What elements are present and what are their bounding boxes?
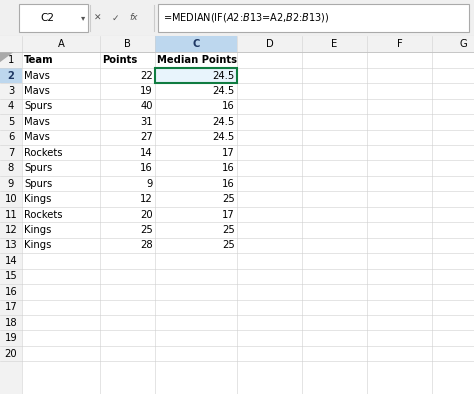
Text: 24.5: 24.5 <box>212 132 235 142</box>
Text: 16: 16 <box>140 163 153 173</box>
Text: 11: 11 <box>5 210 18 219</box>
Text: ✓: ✓ <box>111 13 119 22</box>
Text: 14: 14 <box>140 148 153 158</box>
Text: 17: 17 <box>222 210 235 219</box>
Text: C2: C2 <box>41 13 55 23</box>
Text: 3: 3 <box>8 86 14 96</box>
Text: 12: 12 <box>140 194 153 204</box>
Text: Rockets: Rockets <box>24 210 63 219</box>
Text: B: B <box>124 39 131 49</box>
Text: Mavs: Mavs <box>24 117 50 127</box>
Text: F: F <box>397 39 402 49</box>
Bar <box>19 4 88 32</box>
Text: 9: 9 <box>8 178 14 189</box>
Text: 8: 8 <box>8 163 14 173</box>
Text: 16: 16 <box>222 178 235 189</box>
Text: 1: 1 <box>8 55 14 65</box>
Text: Kings: Kings <box>24 194 52 204</box>
Text: 25: 25 <box>140 225 153 235</box>
Text: 18: 18 <box>5 318 18 328</box>
Text: 19: 19 <box>5 333 18 343</box>
Text: 2: 2 <box>8 71 14 80</box>
Text: 25: 25 <box>222 225 235 235</box>
Bar <box>155 68 237 83</box>
Text: E: E <box>331 39 337 49</box>
Text: 28: 28 <box>140 240 153 251</box>
Polygon shape <box>0 52 13 62</box>
Text: 7: 7 <box>8 148 14 158</box>
Text: Mavs: Mavs <box>24 71 50 80</box>
Bar <box>0 68 22 83</box>
Text: Mavs: Mavs <box>24 86 50 96</box>
Text: 9: 9 <box>146 178 153 189</box>
Text: Mavs: Mavs <box>24 132 50 142</box>
Text: 40: 40 <box>140 101 153 112</box>
Bar <box>155 68 237 83</box>
Text: D: D <box>265 39 273 49</box>
Text: 24.5: 24.5 <box>212 117 235 127</box>
Text: 17: 17 <box>222 148 235 158</box>
Text: 31: 31 <box>140 117 153 127</box>
Text: 17: 17 <box>5 302 18 312</box>
Text: 24.5: 24.5 <box>212 86 235 96</box>
Text: 20: 20 <box>5 349 18 359</box>
Text: Kings: Kings <box>24 240 52 251</box>
Text: 19: 19 <box>140 86 153 96</box>
Text: Spurs: Spurs <box>24 101 53 112</box>
Text: 16: 16 <box>222 101 235 112</box>
Text: 16: 16 <box>222 163 235 173</box>
Text: Rockets: Rockets <box>24 148 63 158</box>
Text: 20: 20 <box>140 210 153 219</box>
Text: 10: 10 <box>5 194 18 204</box>
Text: 12: 12 <box>5 225 18 235</box>
Text: 6: 6 <box>8 132 14 142</box>
Text: ▾: ▾ <box>81 13 85 22</box>
Text: ✕: ✕ <box>93 13 101 22</box>
Text: Points: Points <box>102 55 137 65</box>
Text: 14: 14 <box>5 256 18 266</box>
Bar <box>0 36 22 394</box>
Text: 25: 25 <box>222 194 235 204</box>
Text: A: A <box>57 39 64 49</box>
Bar <box>0 36 474 52</box>
Text: fx: fx <box>129 13 137 22</box>
Text: Team: Team <box>24 55 54 65</box>
Text: 16: 16 <box>5 287 18 297</box>
Text: 5: 5 <box>8 117 14 127</box>
Bar <box>155 36 237 52</box>
Text: G: G <box>459 39 467 49</box>
Text: 15: 15 <box>5 271 18 281</box>
Bar <box>158 4 469 32</box>
Text: Kings: Kings <box>24 225 52 235</box>
Text: 24.5: 24.5 <box>212 71 235 80</box>
Text: 4: 4 <box>8 101 14 112</box>
Text: C: C <box>192 39 200 49</box>
Text: 13: 13 <box>5 240 18 251</box>
Bar <box>236 82 238 84</box>
Text: 27: 27 <box>140 132 153 142</box>
Text: Spurs: Spurs <box>24 178 53 189</box>
Text: Median Points: Median Points <box>157 55 237 65</box>
Text: =MEDIAN(IF($A$2:$B$13=A2,$B$2:$B$13)): =MEDIAN(IF($A$2:$B$13=A2,$B$2:$B$13)) <box>163 11 329 24</box>
Text: 25: 25 <box>222 240 235 251</box>
Text: Spurs: Spurs <box>24 163 53 173</box>
Text: 22: 22 <box>140 71 153 80</box>
